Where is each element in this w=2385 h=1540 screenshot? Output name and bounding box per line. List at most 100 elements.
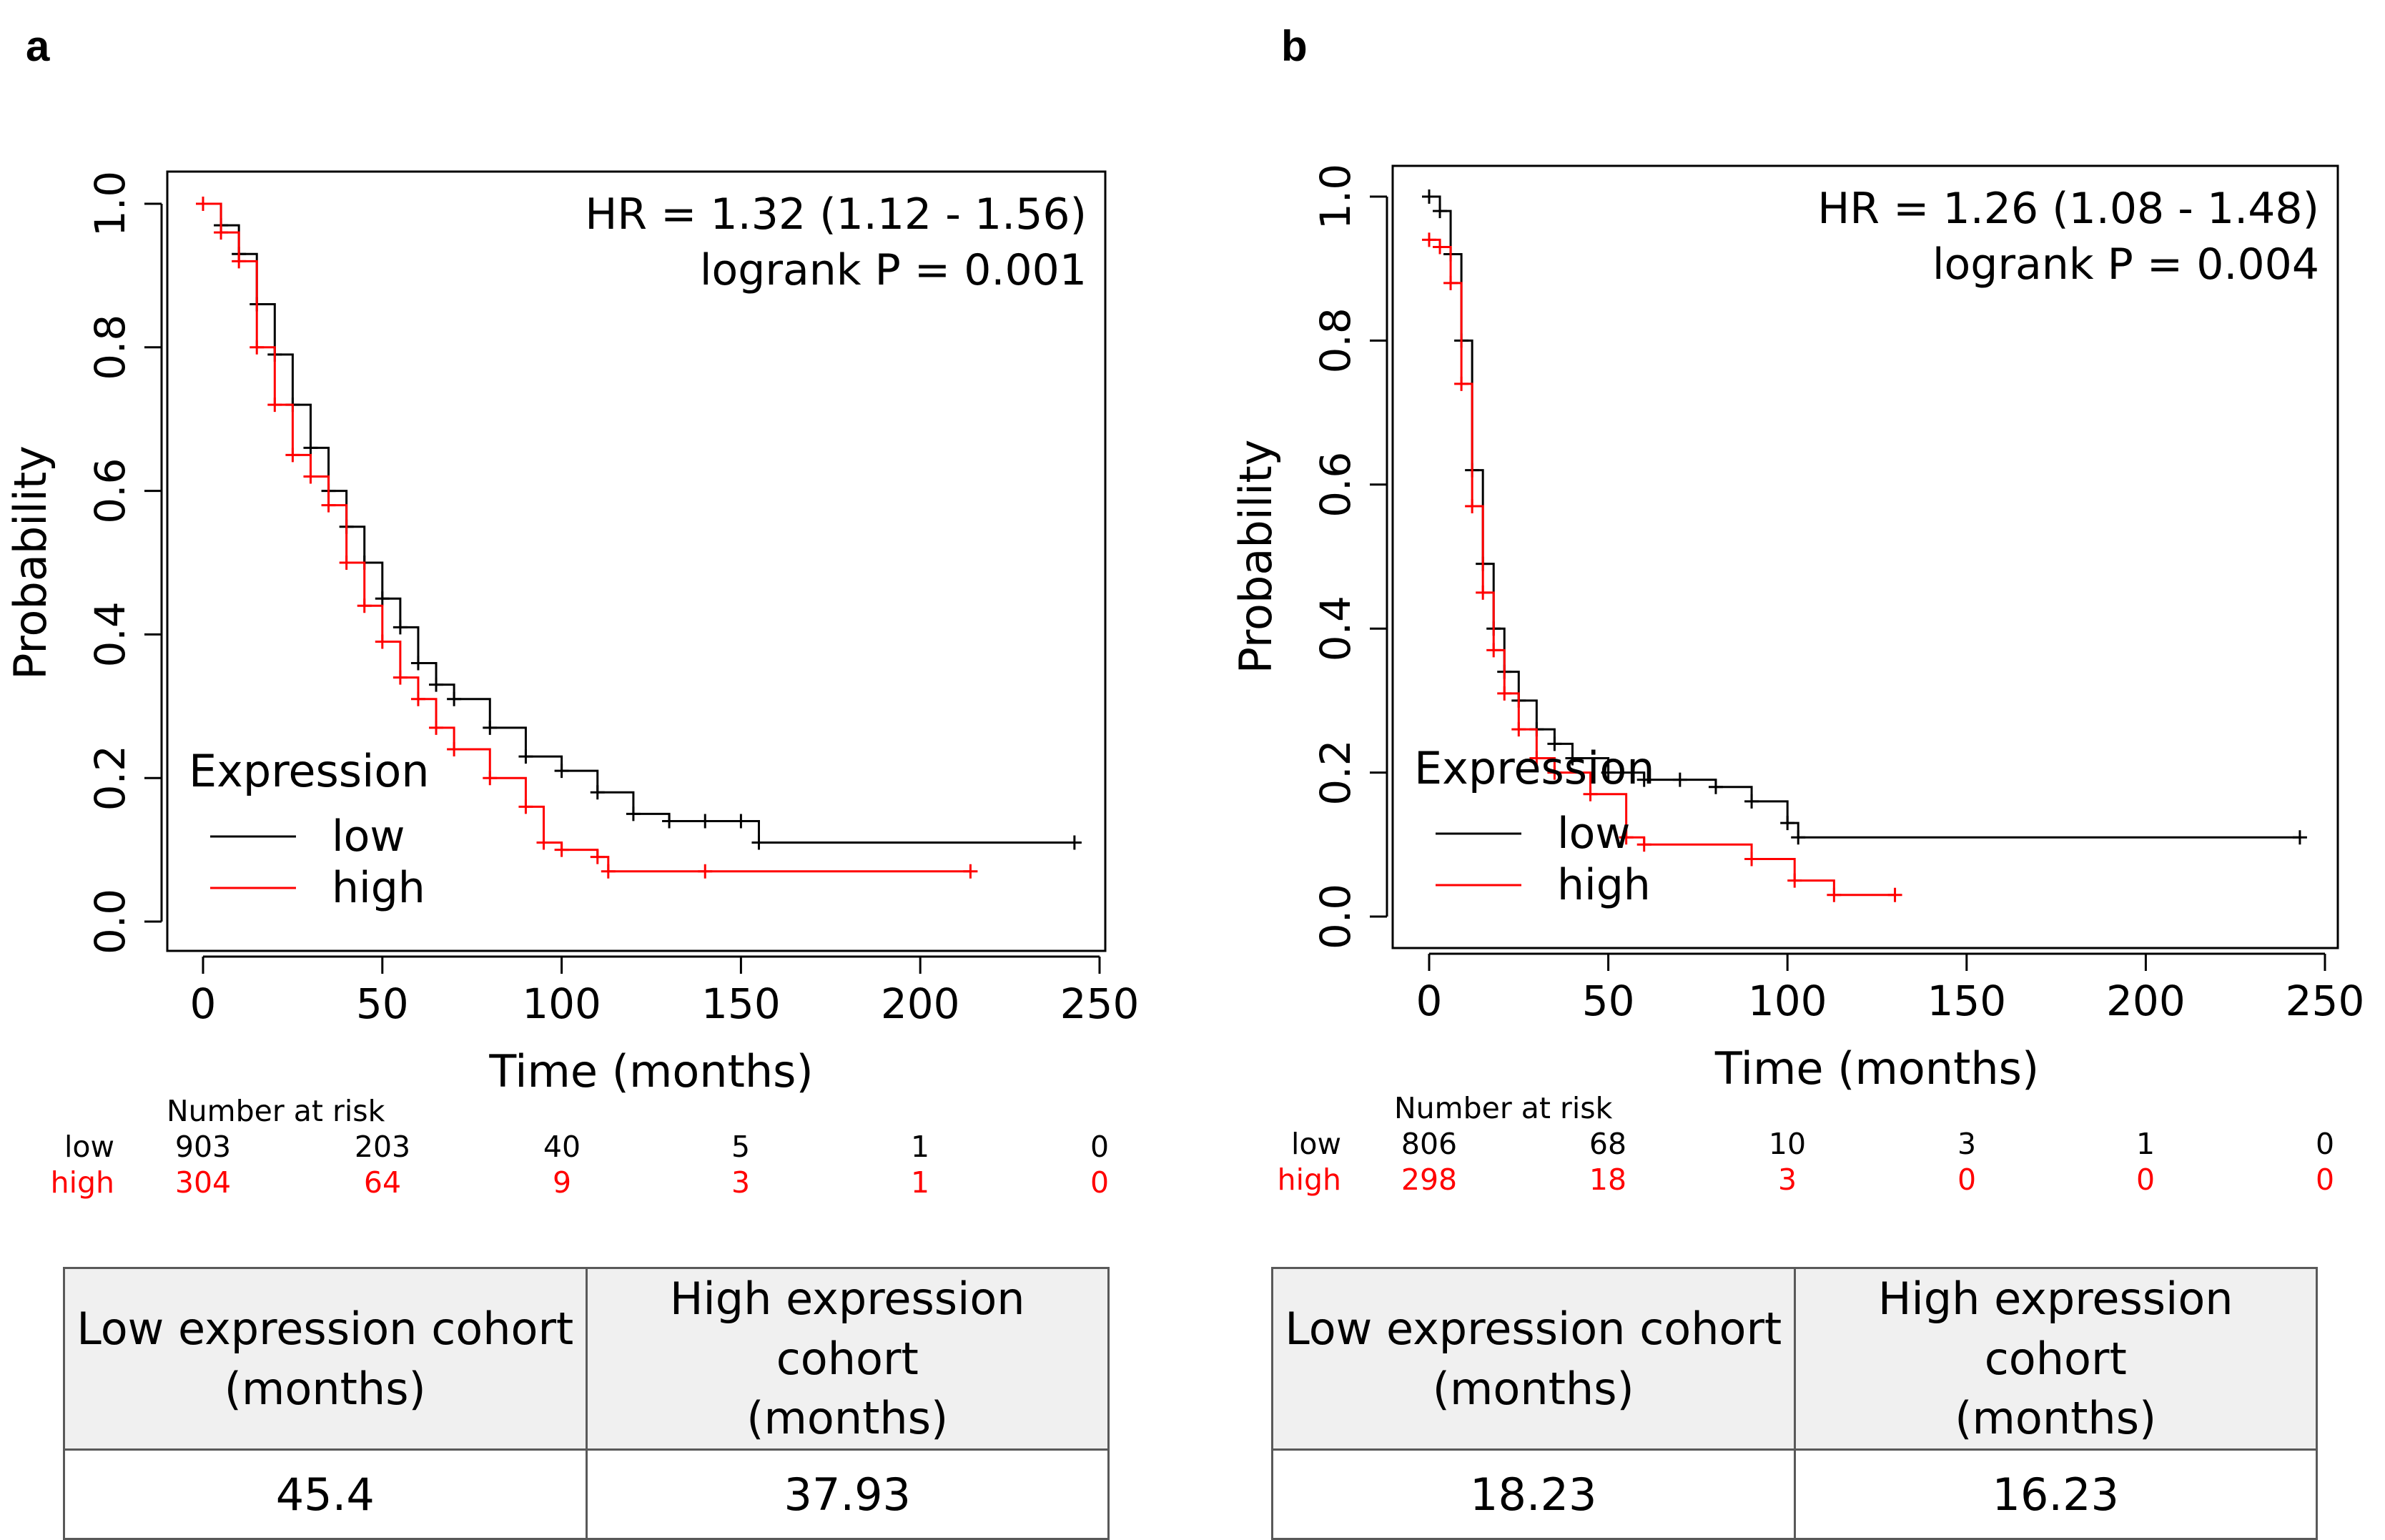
risk-cell: 0: [2315, 1163, 2335, 1197]
censor-mark-high: [357, 598, 372, 613]
censor-mark-high: [1547, 765, 1562, 780]
legend-label-high: high: [1557, 860, 1651, 910]
censor-mark-high: [1465, 499, 1480, 514]
risk-cell: 0: [2135, 1163, 2156, 1197]
risk-row-label-high: high: [50, 1165, 114, 1200]
censor-mark-low: [1780, 816, 1795, 831]
censor-mark-high: [483, 771, 498, 786]
y-tick-label: 0.8: [1311, 307, 1360, 373]
censor-mark-high: [232, 254, 247, 269]
x-tick-label: 250: [2286, 977, 2365, 1025]
censor-mark-high: [303, 469, 318, 484]
censor-mark-low: [698, 814, 713, 829]
panel-a: a 0 50 100 150 200 250 0.0 0.2 0.4 0.6 0.8 1.0 Time …: [0, 0, 1187, 1540]
censor-mark-low: [751, 835, 766, 850]
censor-mark-high: [1511, 722, 1526, 737]
risk-cell: 68: [1589, 1127, 1627, 1161]
x-axis-label: Time (months): [488, 1045, 813, 1097]
censor-mark-high: [1433, 240, 1448, 255]
censor-mark-high: [250, 340, 265, 355]
censor-mark-high: [518, 799, 533, 814]
censor-mark-high: [1443, 275, 1458, 290]
x-tick-label: 0: [190, 979, 217, 1028]
censor-mark-high: [1529, 751, 1544, 766]
risk-cell: 5: [731, 1130, 751, 1164]
logrank-annotation: logrank P = 0.001: [700, 245, 1087, 295]
censor-mark-low: [1433, 204, 1448, 219]
risk-cell: 40: [543, 1130, 581, 1164]
censor-mark-high: [267, 398, 282, 413]
censor-mark-high: [1497, 686, 1512, 701]
risk-cell: 0: [1090, 1130, 1110, 1164]
panel-letter: a: [26, 22, 50, 70]
censor-mark-low: [590, 785, 605, 800]
hazard-ratio-annotation: HR = 1.26 (1.08 - 1.48): [1817, 184, 2319, 234]
censor-mark-low: [429, 677, 444, 692]
km-plot-b: 0 50 100 150 200 250 0.0 0.2 0.4 0.6 0.8 1.0 Time (m…: [1230, 164, 2365, 1095]
censor-mark-low: [375, 591, 390, 606]
y-tick-label: 0.6: [86, 458, 134, 523]
risk-table-title: Number at risk: [1394, 1091, 1613, 1125]
series-line-low: [203, 202, 1075, 844]
risk-cell: 0: [1090, 1165, 1110, 1200]
risk-cell: 3: [1777, 1163, 1797, 1197]
censor-mark-low: [1422, 189, 1436, 204]
x-tick-label: 150: [1927, 977, 2006, 1025]
km-plot-a: 0 50 100 150 200 250 0.0 0.2 0.4 0.6 0.8 1.0 Time (m…: [4, 170, 1139, 1097]
censor-mark-low: [1636, 772, 1651, 787]
x-tick-label: 100: [522, 979, 601, 1028]
risk-cell: 304: [174, 1165, 232, 1200]
plot-frame: [166, 170, 1107, 952]
y-tick-label: 1.0: [1311, 164, 1360, 229]
censor-mark-high: [1476, 585, 1491, 600]
plot-frame: [1391, 164, 2339, 949]
censor-mark-low: [1744, 794, 1759, 809]
censor-mark-high: [429, 720, 444, 735]
y-tick-label: 0.2: [1311, 739, 1360, 805]
censor-mark-low: [1601, 765, 1616, 780]
censor-mark-low: [1547, 736, 1562, 751]
hazard-ratio-annotation: HR = 1.32 (1.12 - 1.56): [585, 189, 1087, 240]
risk-table-b: Number at risk low high 806 68 10 3 1 0 …: [1198, 1091, 2385, 1220]
risk-cell: 1: [2135, 1127, 2156, 1161]
censor-mark-high: [447, 742, 462, 757]
censor-mark-low: [626, 806, 641, 821]
censor-mark-high: [1827, 887, 1842, 902]
censor-mark-low: [1708, 779, 1723, 794]
censor-mark-high: [1619, 830, 1634, 845]
risk-cell: 3: [731, 1165, 751, 1200]
censor-mark-high: [1583, 786, 1598, 801]
panel-letter: b: [1281, 22, 1308, 70]
x-tick-label: 150: [701, 979, 781, 1028]
censor-mark-high: [1422, 232, 1436, 247]
legend-label-low: low: [1557, 809, 1630, 859]
risk-row-label-high: high: [1277, 1163, 1341, 1197]
panel-b: b 0 50 100 150 200 250 0.0 0.2 0.4 0.6 0.8 1.0 Time …: [1198, 0, 2385, 1540]
legend-title: Expression: [189, 745, 430, 797]
risk-table-title: Number at risk: [167, 1094, 385, 1128]
legend-title: Expression: [1414, 742, 1655, 794]
y-tick-label: 1.0: [86, 171, 134, 237]
censor-mark-high: [963, 864, 978, 879]
y-tick-label: 0.4: [86, 601, 134, 667]
censor-mark-low: [1791, 830, 1806, 845]
value-high-cohort: 37.93: [585, 1448, 1110, 1540]
censor-mark-low: [410, 656, 425, 671]
censor-mark-low: [1067, 835, 1082, 850]
censor-mark-high: [590, 849, 605, 864]
censor-mark-high: [214, 225, 229, 240]
legend-label-low: low: [332, 811, 405, 862]
x-axis-label: Time (months): [1714, 1042, 2039, 1095]
x-tick-label: 50: [1582, 977, 1635, 1025]
censor-mark-low: [1565, 751, 1580, 766]
header-high-cohort: High expression cohort (months): [1793, 1266, 2318, 1451]
censor-mark-high: [1744, 852, 1759, 867]
header-low-cohort: Low expression cohort (months): [1271, 1266, 1796, 1451]
y-tick-label: 0.0: [1311, 884, 1360, 949]
censor-mark-low: [2292, 830, 2307, 845]
censor-mark-high: [410, 691, 425, 706]
summary-table-a: Low expression cohort (months) High expr…: [63, 1266, 1110, 1540]
y-tick-label: 0.2: [86, 745, 134, 811]
y-axis-label: Probability: [1230, 440, 1282, 674]
value-high-cohort: 16.23: [1793, 1448, 2318, 1540]
